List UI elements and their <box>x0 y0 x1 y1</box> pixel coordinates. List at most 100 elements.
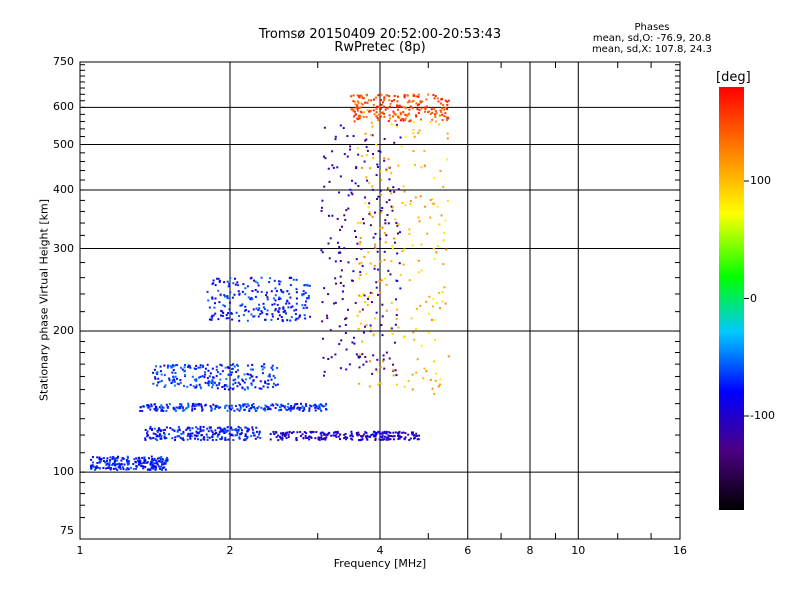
echo-point <box>384 108 387 111</box>
echo-point <box>211 381 214 384</box>
echo-point <box>244 435 247 438</box>
echo-point <box>138 462 141 465</box>
echo-point <box>246 364 249 367</box>
echo-point <box>365 431 368 434</box>
echo-point <box>328 214 331 217</box>
echo-point <box>284 408 287 411</box>
echo-point <box>444 99 447 102</box>
echo-point <box>207 381 210 384</box>
echo-point <box>365 360 368 363</box>
echo-point <box>225 377 228 380</box>
echo-point <box>162 406 165 409</box>
echo-point <box>359 237 362 240</box>
echo-point <box>402 119 405 122</box>
echo-point <box>433 318 436 321</box>
echo-point <box>280 316 283 319</box>
echo-point <box>426 232 429 235</box>
colorbar-unit: [deg] <box>716 70 751 85</box>
echo-point <box>232 439 235 442</box>
echo-point <box>444 112 447 115</box>
echo-point <box>373 211 376 214</box>
echo-point <box>145 404 148 407</box>
echo-point <box>360 166 363 169</box>
echo-point <box>382 105 385 108</box>
echo-point <box>144 459 147 462</box>
echo-point <box>305 297 308 300</box>
echo-point <box>206 377 209 380</box>
echo-point <box>224 438 227 441</box>
y-tick-label: 500 <box>53 137 74 151</box>
x-tick-label: 16 <box>673 544 687 557</box>
echo-point <box>185 406 188 409</box>
echo-point <box>197 438 200 441</box>
echo-point <box>195 386 198 389</box>
echo-point <box>236 369 239 372</box>
echo-point <box>215 365 218 368</box>
echo-point <box>266 382 269 385</box>
echo-point <box>356 104 359 107</box>
echo-point <box>165 456 168 459</box>
echo-point <box>391 115 394 118</box>
echo-point <box>344 332 347 335</box>
echo-point <box>294 319 297 322</box>
echo-point <box>256 290 259 293</box>
echo-point <box>350 179 353 182</box>
echo-point <box>393 241 396 244</box>
echo-point <box>109 468 112 471</box>
echo-point <box>121 456 124 459</box>
echo-point <box>204 373 207 376</box>
echo-point <box>331 150 334 153</box>
echo-point <box>269 408 272 411</box>
echo-point <box>304 291 307 294</box>
echo-point <box>211 379 214 382</box>
echo-point <box>365 154 368 157</box>
echo-point <box>314 403 317 406</box>
echo-point <box>336 166 339 169</box>
echo-point <box>383 96 386 99</box>
echo-point <box>399 287 402 290</box>
echo-point <box>236 431 239 434</box>
echo-point <box>321 320 324 323</box>
echo-point <box>142 465 145 468</box>
echo-point <box>296 431 299 434</box>
echo-point <box>323 433 326 436</box>
echo-point <box>390 327 393 330</box>
echo-point <box>399 119 402 122</box>
echo-point <box>120 459 123 462</box>
echo-point <box>427 312 430 315</box>
echo-point <box>268 375 271 378</box>
echo-point <box>251 368 254 371</box>
echo-point <box>133 458 136 461</box>
echo-point <box>247 310 250 313</box>
echo-point <box>289 409 292 412</box>
echo-point <box>389 190 392 193</box>
echo-point <box>258 430 261 433</box>
echo-point <box>189 383 192 386</box>
echo-point <box>179 436 182 439</box>
echo-point <box>417 95 420 98</box>
echo-point <box>162 429 165 432</box>
echo-point <box>201 375 204 378</box>
echo-point <box>387 120 390 123</box>
echo-point <box>417 271 420 274</box>
echo-point <box>237 429 240 432</box>
echo-point <box>362 115 365 118</box>
echo-point <box>94 466 97 469</box>
echo-point <box>415 115 418 118</box>
echo-point <box>288 302 291 305</box>
echo-point <box>379 291 382 294</box>
echo-point <box>199 430 202 433</box>
echo-point <box>389 102 392 105</box>
echo-point <box>358 353 361 356</box>
echo-point <box>409 200 412 203</box>
echo-point <box>134 460 137 463</box>
echo-point <box>385 283 388 286</box>
echo-point <box>339 228 342 231</box>
echo-point <box>191 407 194 410</box>
echo-point <box>227 312 230 315</box>
echo-point <box>154 459 157 462</box>
echo-point <box>312 431 315 434</box>
echo-point <box>423 149 426 152</box>
echo-point <box>180 432 183 435</box>
echo-point <box>382 438 385 441</box>
